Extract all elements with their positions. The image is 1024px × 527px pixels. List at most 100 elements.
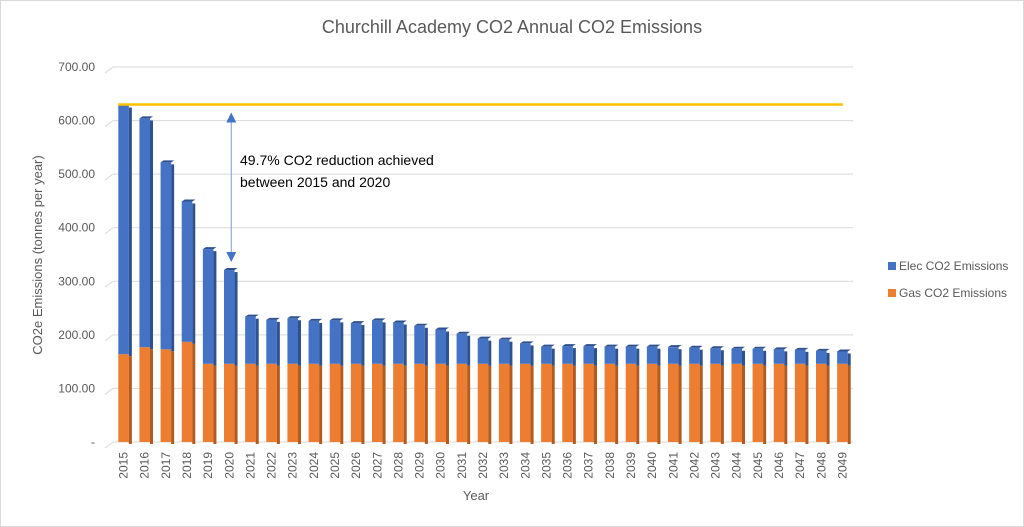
elec-bar-2024 [308,320,320,364]
arrow-head-down [226,252,237,263]
elec-bar-side-2034 [530,345,534,366]
gas-bar-side-2040 [657,365,661,444]
gas-bar-2026 [350,363,362,442]
elec-bar-2037 [583,346,594,364]
elec-bar-side-2021 [255,318,259,366]
bar-top-2029 [414,323,428,326]
y-tick-label: 100.00 [58,381,95,395]
bar-top-2036 [562,344,576,347]
elec-bar-side-2036 [572,348,576,366]
gas-bar-side-2015 [128,356,132,444]
gas-bar-2019 [202,363,214,442]
elec-bar-side-2041 [678,349,682,366]
bar-top-2032 [477,336,492,339]
y-axis-ticks: - 100.00 200.00 300.00 400.00 500.00 600.00 700… [58,60,95,449]
gas-bar-2025 [329,363,341,442]
bar-top-2042 [689,345,703,348]
gas-bar-2038 [604,363,616,442]
gas-bar-side-2023 [298,365,301,444]
elec-bar-2044 [731,348,742,364]
gas-bar-side-2018 [192,343,196,444]
bar-top-2039 [625,344,640,347]
x-tick-label: 2025 [328,452,342,479]
elec-bar-side-2027 [382,322,386,366]
bar-top-2043 [710,346,724,349]
x-tick-label: 2035 [539,452,553,479]
elec-bar-side-2030 [446,331,449,366]
elec-bar-side-2033 [509,341,513,366]
bar-top-2034 [520,341,534,344]
bar-top-2027 [372,318,386,321]
gas-bar-2018 [181,341,193,442]
x-tick-label: 2019 [201,452,215,479]
bar-top-2038 [604,344,619,347]
gas-bar-side-2039 [636,365,640,444]
gas-bar-side-2041 [678,365,682,444]
x-tick-label: 2042 [687,452,701,479]
gas-bar-side-2042 [699,365,703,444]
x-tick-label: 2032 [476,452,490,479]
x-tick-label: 2036 [561,452,575,479]
bar-top-2045 [752,346,767,349]
elec-bar-2043 [710,348,721,364]
gas-bar-side-2043 [720,365,724,444]
x-tick-label: 2021 [243,452,257,479]
gas-bar-side-2032 [488,365,492,444]
gas-bar-2036 [562,363,573,442]
x-tick-label: 2037 [582,452,596,479]
x-tick-label: 2044 [730,452,744,479]
elec-bar-2038 [604,346,616,364]
gas-bar-2032 [477,363,489,442]
gas-bar-side-2024 [319,365,323,444]
elec-bar-side-2023 [298,320,301,366]
gas-bar-2016 [139,347,150,442]
gas-bar-side-2038 [615,365,619,444]
y-tick-label: - [91,435,95,449]
gridline-depth [104,441,114,449]
elec-bar-side-2015 [128,107,132,357]
bar-top-2037 [583,344,597,347]
gridline-depth [104,227,114,235]
annotation-line-2: between 2015 and 2020 [240,174,390,190]
bar-top-2020 [224,268,238,271]
x-axis-ticks: 2015 2016 2017 2018 2019 2020 2021 2022 2023 2024… [117,452,850,479]
gas-bar-side-2035 [551,365,555,444]
elec-bar-side-2035 [551,348,555,366]
gas-bar-2045 [752,363,764,442]
elec-bar-side-2047 [805,351,809,366]
y-tick-label: 700.00 [58,60,95,74]
bar-top-2035 [541,344,555,347]
gas-bar-side-2017 [171,351,175,444]
bar-top-2026 [350,321,365,324]
elec-bar-2033 [498,339,510,364]
legend-swatch [888,289,896,297]
elec-bar-side-2029 [424,327,428,366]
bar-top-2030 [435,327,449,330]
elec-bar-2045 [752,348,764,364]
elec-bar-2017 [160,162,172,350]
bar-top-2040 [646,344,661,347]
elec-bar-side-2043 [720,350,724,366]
y-tick-label: 300.00 [58,274,95,288]
gas-bar-side-2033 [509,365,513,444]
gas-bar-side-2048 [826,365,830,444]
gas-bar-2043 [710,363,721,442]
gas-bar-side-2016 [150,349,153,444]
x-tick-label: 2022 [265,452,279,479]
gas-bar-side-2027 [382,365,386,444]
gas-bar-2035 [541,363,552,442]
elec-bar-side-2040 [657,348,661,366]
elec-bar-side-2044 [742,350,745,366]
elec-bar-2041 [668,347,679,364]
x-tick-label: 2048 [814,452,828,479]
y-tick-label: 400.00 [58,221,95,235]
x-tick-label: 2017 [159,452,173,479]
y-tick-label: 200.00 [58,328,95,342]
x-tick-label: 2023 [286,452,300,479]
elec-bar-2036 [562,346,573,364]
gas-bar-2034 [520,363,531,442]
gas-bar-2020 [224,363,235,442]
arrow-head-up [226,112,237,123]
elec-bar-side-2017 [171,164,175,352]
gas-bar-side-2037 [594,365,597,444]
